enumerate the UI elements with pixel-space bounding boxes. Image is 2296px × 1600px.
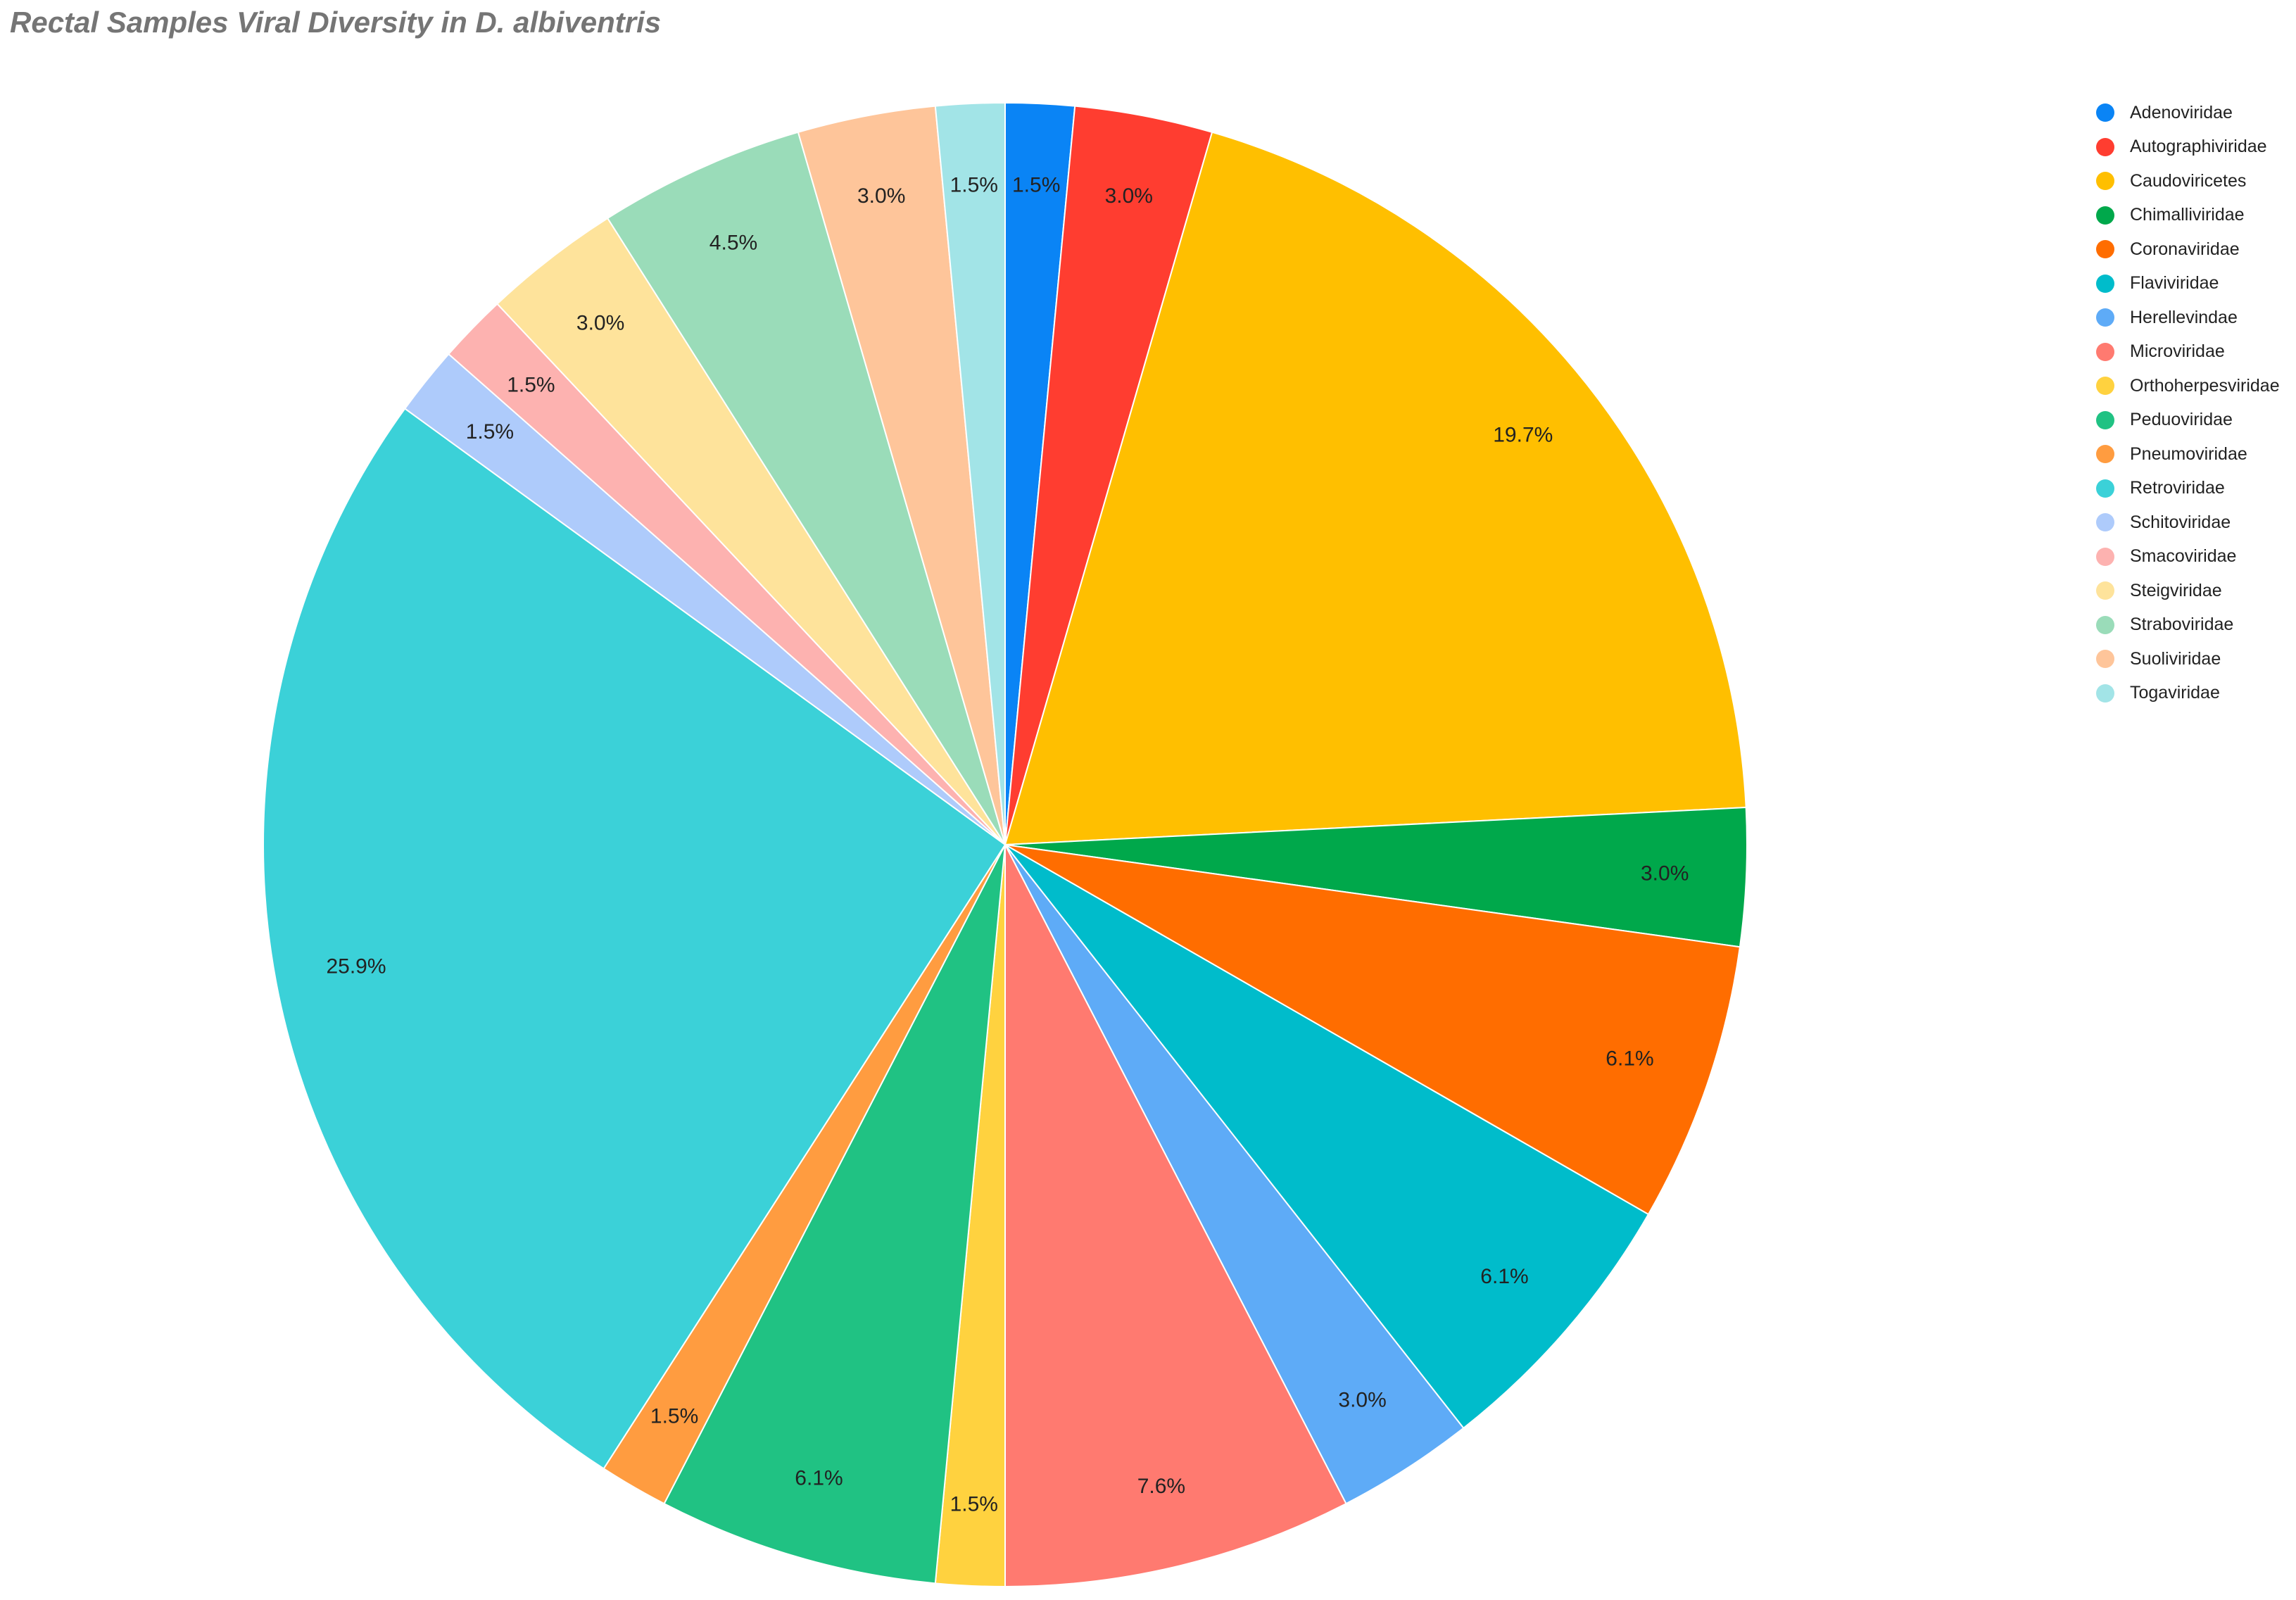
legend-item-herellevindae: Herellevindae [2096, 301, 2280, 335]
legend-label-steigviridae: Steigviridae [2130, 580, 2222, 600]
slice-label-coronaviridae: 6.1% [1606, 1047, 1653, 1070]
pie-slice-flaviviridae [1004, 844, 1650, 1430]
legend-label-adenoviridae: Adenoviridae [2130, 102, 2233, 122]
legend-item-togaviridae: Togaviridae [2096, 676, 2280, 711]
legend-label-chimalliviridae: Chimalliviridae [2130, 205, 2245, 225]
legend-label-orthoherpesviridae: Orthoherpesviridae [2130, 375, 2280, 396]
legend-item-peduoviridae: Peduoviridae [2096, 403, 2280, 438]
legend-label-togaviridae: Togaviridae [2130, 683, 2220, 703]
slice-label-togaviridae: 1.5% [950, 174, 998, 197]
slice-label-peduoviridae: 6.1% [795, 1467, 843, 1490]
legend-swatch-microviridae [2096, 342, 2114, 361]
legend-swatch-retroviridae [2096, 479, 2114, 498]
legend-item-suoliviridae: Suoliviridae [2096, 642, 2280, 676]
legend-label-peduoviridae: Peduoviridae [2130, 410, 2233, 430]
legend-swatch-coronaviridae [2096, 240, 2114, 259]
legend-item-adenoviridae: Adenoviridae [2096, 96, 2280, 130]
legend-swatch-caudoviricetes [2096, 172, 2114, 191]
pie-slice-caudoviricetes [1004, 131, 1747, 846]
pie-slice-straboviridae [606, 131, 1006, 845]
legend-label-flaviviridae: Flaviviridae [2130, 273, 2219, 294]
legend-label-autographiviridae: Autographiviridae [2130, 137, 2267, 157]
legend-label-smacoviridae: Smacoviridae [2130, 546, 2237, 567]
legend-item-coronaviridae: Coronaviridae [2096, 232, 2280, 267]
pie-slice-coronaviridae [1004, 844, 1741, 1216]
slice-label-adenoviridae: 1.5% [1012, 174, 1060, 197]
legend-label-caudoviricetes: Caudoviricetes [2130, 170, 2247, 191]
legend-swatch-smacoviridae [2096, 547, 2114, 566]
legend-label-retroviridae: Retroviridae [2130, 478, 2225, 498]
legend-item-pneumoviridae: Pneumoviridae [2096, 437, 2280, 472]
slice-label-smacoviridae: 1.5% [507, 374, 555, 397]
pie-slice-microviridae [1004, 844, 1347, 1588]
legend-swatch-steigviridae [2096, 581, 2114, 600]
legend-label-suoliviridae: Suoliviridae [2130, 648, 2221, 669]
legend-item-straboviridae: Straboviridae [2096, 608, 2280, 643]
slice-label-orthoherpesviridae: 1.5% [950, 1493, 998, 1516]
legend-swatch-straboviridae [2096, 615, 2114, 634]
slice-label-flaviviridae: 6.1% [1480, 1265, 1528, 1288]
legend-swatch-suoliviridae [2096, 650, 2114, 669]
legend-item-microviridae: Microviridae [2096, 335, 2280, 370]
legend-label-pneumoviridae: Pneumoviridae [2130, 443, 2247, 464]
pie-slice-togaviridae [934, 101, 1006, 845]
legend-swatch-peduoviridae [2096, 410, 2114, 429]
legend-label-coronaviridae: Coronaviridae [2130, 239, 2240, 259]
slice-label-herellevindae: 3.0% [1338, 1388, 1386, 1411]
legend-swatch-herellevindae [2096, 308, 2114, 327]
legend-swatch-autographiviridae [2096, 137, 2114, 156]
chart-title: Rectal Samples Viral Diversity in D. alb… [10, 6, 662, 39]
legend-label-schitoviridae: Schitoviridae [2130, 512, 2231, 532]
legend-swatch-pneumoviridae [2096, 445, 2114, 464]
legend-swatch-chimalliviridae [2096, 206, 2114, 225]
legend-item-orthoherpesviridae: Orthoherpesviridae [2096, 369, 2280, 403]
pie-slice-retroviridae [263, 408, 1007, 1470]
legend-label-straboviridae: Straboviridae [2130, 615, 2234, 635]
legend-item-chimalliviridae: Chimalliviridae [2096, 199, 2280, 233]
slice-label-chimalliviridae: 3.0% [1641, 862, 1689, 886]
slice-label-steigviridae: 3.0% [576, 311, 624, 334]
legend-item-autographiviridae: Autographiviridae [2096, 130, 2280, 165]
legend-label-herellevindae: Herellevindae [2130, 307, 2238, 327]
legend-item-smacoviridae: Smacoviridae [2096, 540, 2280, 574]
slice-label-straboviridae: 4.5% [709, 232, 757, 255]
legend-label-microviridae: Microviridae [2130, 341, 2225, 362]
slice-label-caudoviricetes: 19.7% [1493, 424, 1553, 447]
slice-label-pneumoviridae: 1.5% [650, 1404, 698, 1428]
legend-swatch-flaviviridae [2096, 274, 2114, 293]
pie-slice-peduoviridae [663, 844, 1006, 1585]
legend-swatch-schitoviridae [2096, 513, 2114, 532]
chart-legend: Adenoviridae Autographiviridae Caudovirice… [2096, 96, 2280, 710]
legend-item-retroviridae: Retroviridae [2096, 472, 2280, 506]
legend-item-flaviviridae: Flaviviridae [2096, 267, 2280, 301]
legend-swatch-orthoherpesviridae [2096, 377, 2114, 396]
legend-swatch-adenoviridae [2096, 103, 2114, 122]
legend-swatch-togaviridae [2096, 684, 2114, 703]
slice-label-retroviridae: 25.9% [326, 955, 386, 978]
slice-label-microviridae: 7.6% [1137, 1475, 1185, 1498]
legend-item-caudoviricetes: Caudoviricetes [2096, 164, 2280, 199]
legend-item-schitoviridae: Schitoviridae [2096, 505, 2280, 540]
slice-label-autographiviridae: 3.0% [1105, 184, 1153, 208]
legend-item-steigviridae: Steigviridae [2096, 574, 2280, 608]
slice-label-suoliviridae: 3.0% [857, 184, 905, 208]
slice-label-schitoviridae: 1.5% [466, 420, 514, 443]
